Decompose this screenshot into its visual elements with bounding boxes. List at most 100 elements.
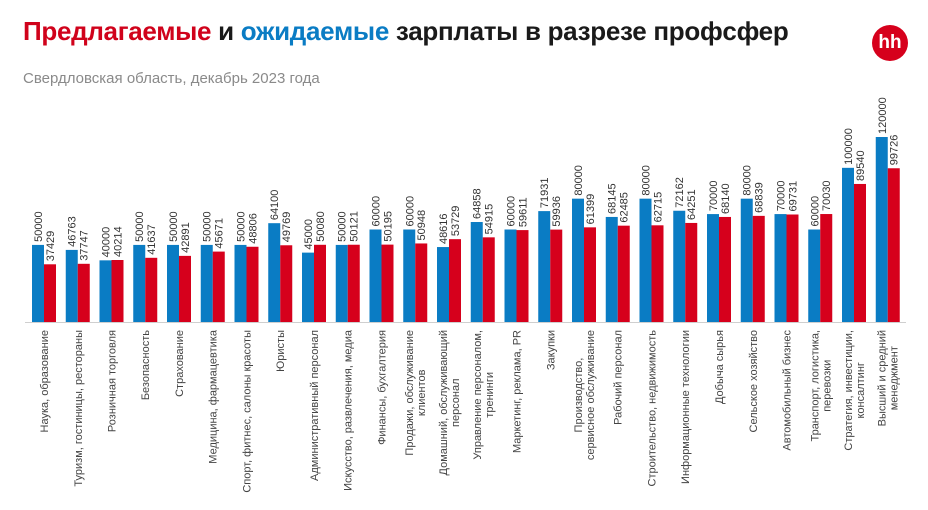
category-label: Спорт, фитнес, салоны красоты <box>242 330 254 493</box>
value-label: 59611 <box>518 197 530 227</box>
bar-expected <box>685 222 698 322</box>
category-label: Производство, <box>573 358 585 433</box>
bar-offered <box>740 198 753 322</box>
bar-expected <box>145 257 158 322</box>
bar-expected <box>280 245 293 322</box>
value-label: 59936 <box>551 196 563 227</box>
bar-offered <box>605 216 618 322</box>
category-label: Высший и средний <box>877 330 889 426</box>
category-label: сервисное обслуживание <box>585 330 597 460</box>
category-label: Безопасность <box>140 330 152 400</box>
bar-offered <box>504 229 517 322</box>
value-label: 60000 <box>809 196 821 227</box>
hh-logo: hh <box>872 25 908 61</box>
bar-offered <box>234 244 247 322</box>
value-label: 45000 <box>303 219 315 250</box>
bar-expected <box>111 260 124 322</box>
category-label: Стратегия, инвестиции, <box>843 330 855 451</box>
bar-expected <box>482 237 495 322</box>
category-label: клиентов <box>416 369 428 416</box>
category-label: консалтинг <box>855 362 867 418</box>
value-label: 60000 <box>506 196 518 227</box>
value-label: 70000 <box>708 180 720 211</box>
category-label: Закупки <box>545 330 557 370</box>
category-label: Административный персонал <box>309 330 321 481</box>
bar-offered <box>268 223 281 322</box>
value-label: 50195 <box>383 211 395 242</box>
value-label: 70000 <box>776 180 788 211</box>
value-label: 62715 <box>653 192 665 223</box>
category-label: Управление персоналом, <box>472 330 484 460</box>
bar-offered <box>572 198 584 322</box>
category-label: Сельское хозяйство <box>748 330 760 432</box>
value-label: 68140 <box>720 183 732 214</box>
value-label: 64858 <box>472 188 484 219</box>
bar-expected <box>584 227 596 322</box>
bar-expected <box>212 251 225 322</box>
bar-expected <box>246 246 259 322</box>
value-label: 80000 <box>742 165 754 196</box>
value-label: 40000 <box>101 227 113 258</box>
category-label: Финансы, бухгалтерия <box>377 330 389 445</box>
bar-offered <box>200 244 213 322</box>
bar-offered <box>639 198 652 322</box>
category-label: Домашний, обслуживающий <box>438 330 450 475</box>
category-label: Розничная торговля <box>107 330 119 432</box>
value-label: 68145 <box>607 183 619 214</box>
value-label: 70030 <box>821 180 833 211</box>
bar-expected <box>854 183 866 322</box>
bar-offered <box>369 229 382 322</box>
value-label: 49769 <box>281 212 293 243</box>
bar-offered <box>302 252 314 322</box>
category-label: Добыча сырья <box>714 330 726 404</box>
value-label: 60000 <box>371 196 383 227</box>
bar-offered <box>167 244 179 322</box>
value-label: 40214 <box>113 226 125 257</box>
title-rest: зарплаты в разрезе профсфер <box>389 16 789 46</box>
category-label: Автомобильный бизнес <box>782 330 794 451</box>
bar-expected <box>887 168 900 322</box>
category-label: Рабочий персонал <box>613 330 625 425</box>
value-label: 62485 <box>619 192 631 223</box>
value-label: 37429 <box>45 231 57 262</box>
value-label: 50000 <box>168 211 180 242</box>
value-label: 64100 <box>269 190 281 221</box>
category-label: Наука, образование <box>39 330 51 432</box>
category-label: тренинги <box>484 372 496 418</box>
title-and: и <box>211 16 241 46</box>
value-label: 42891 <box>180 222 192 253</box>
value-label: 50000 <box>202 211 214 242</box>
value-label: 80000 <box>573 165 585 196</box>
bar-offered <box>875 137 888 322</box>
category-label: Страхование <box>174 330 186 397</box>
bar-expected <box>449 239 461 322</box>
bar-offered <box>842 167 854 322</box>
bar-expected <box>415 243 428 322</box>
value-label: 50080 <box>315 211 327 242</box>
chart-subtitle: Свердловская область, декабрь 2023 года <box>23 70 320 87</box>
value-label: 50000 <box>33 211 45 242</box>
value-label: 46763 <box>67 216 79 247</box>
category-label: менеджмент <box>889 346 901 410</box>
value-label: 120000 <box>877 97 889 134</box>
value-label: 48616 <box>438 213 450 244</box>
value-label: 45671 <box>214 218 226 249</box>
category-label: персонал <box>450 378 462 427</box>
bar-expected <box>381 244 394 322</box>
bar-expected <box>752 215 765 322</box>
bar-offered <box>99 260 112 322</box>
value-label: 50000 <box>134 211 146 242</box>
category-label: Туризм, гостиницы, рестораны <box>73 330 85 487</box>
value-label: 50000 <box>236 211 248 242</box>
category-label: Транспорт, логистика, <box>809 330 821 442</box>
value-label: 60000 <box>404 196 416 227</box>
bar-offered <box>65 249 78 322</box>
bar-offered <box>403 229 416 322</box>
value-label: 80000 <box>641 165 653 196</box>
category-label: Юристы <box>275 330 287 372</box>
value-label: 50121 <box>349 211 361 242</box>
bar-offered <box>133 244 146 322</box>
bar-expected <box>820 214 833 322</box>
value-label: 61399 <box>585 194 597 225</box>
